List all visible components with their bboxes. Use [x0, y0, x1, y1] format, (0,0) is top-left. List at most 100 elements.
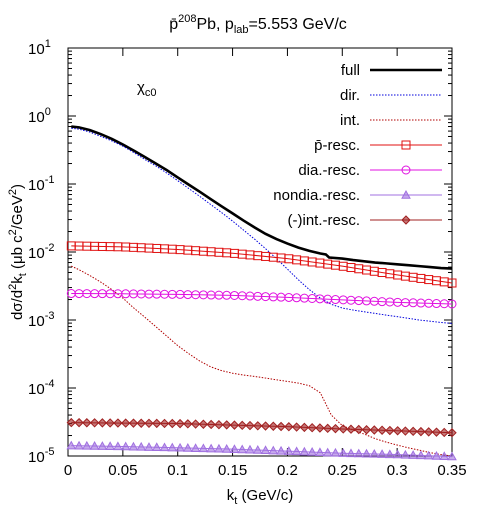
data-point: [392, 426, 403, 436]
series-4: [66, 289, 457, 309]
data-point: [361, 448, 372, 458]
data-point: [237, 420, 247, 431]
data-point: [183, 419, 193, 429]
data-point: [128, 441, 139, 451]
y-tick-label: 100: [28, 106, 51, 126]
annotation-chi: χ: [137, 79, 145, 96]
data-point: [159, 418, 170, 429]
data-point: [182, 443, 193, 452]
data-point: [253, 421, 263, 431]
data-point: [276, 421, 286, 432]
x-tick-label: 0.35: [437, 462, 466, 479]
title-pbar: p̄: [169, 16, 178, 33]
xlabel-k: k: [227, 487, 235, 504]
data-point: [330, 423, 341, 434]
data-point: [361, 425, 372, 435]
data-point: [159, 442, 170, 452]
data-point: [384, 449, 395, 459]
data-point: [377, 425, 387, 435]
legend-label: nondia.-resc.: [273, 187, 360, 204]
data-point: [198, 443, 209, 453]
title-mid: Pb, p: [196, 16, 233, 33]
data-point: [89, 440, 100, 450]
data-point: [423, 427, 434, 437]
data-point: [221, 420, 232, 430]
data-point: [408, 426, 418, 437]
data-point: [105, 441, 115, 450]
data-point: [299, 446, 310, 456]
data-point: [439, 427, 449, 438]
legend-item: dir.: [340, 87, 442, 104]
data-point: [198, 419, 209, 429]
data-point: [291, 446, 302, 456]
data-point: [260, 445, 271, 455]
legend-label: int.: [340, 112, 360, 129]
y-tick-label: 10-2: [28, 242, 54, 262]
y-tick-label: 101: [28, 38, 51, 58]
ylabel-c: (μb c: [9, 235, 26, 273]
data-point: [206, 443, 216, 453]
legend-label: (-)int.-resc.: [288, 212, 361, 229]
x-tick-label: 0.1: [167, 462, 188, 479]
title-sub: lab: [234, 24, 249, 36]
x-tick-label: 0.3: [387, 462, 408, 479]
data-point: [144, 418, 154, 429]
chart-title: p̄208Pb, plab=5.553 GeV/c: [169, 13, 347, 36]
data-point: [416, 426, 426, 437]
ylabel-sup-c: 2: [7, 189, 19, 195]
x-tick-label: 0.25: [328, 462, 357, 479]
y-tick-label: 10-1: [28, 174, 54, 194]
data-point: [354, 424, 364, 435]
title-sup: 208: [178, 13, 196, 25]
ylabel-sub-t: t: [17, 273, 29, 276]
data-point: [369, 425, 380, 435]
data-point: [105, 418, 115, 428]
data-point: [89, 418, 100, 428]
x-tick-label: 0.2: [277, 462, 298, 479]
data-point: [66, 417, 76, 428]
xlabel-sub: t: [234, 495, 237, 507]
data-point: [82, 418, 92, 428]
x-axis-label: kt (GeV/c): [227, 487, 293, 507]
data-point: [190, 443, 201, 452]
data-point: [214, 443, 224, 453]
data-point: [120, 418, 131, 428]
series-line: [71, 245, 453, 284]
series-line: [71, 265, 453, 457]
data-point: [330, 447, 341, 457]
data-point: [136, 418, 146, 428]
data-point: [369, 448, 380, 458]
data-point: [144, 442, 154, 451]
data-point: [400, 449, 411, 459]
data-point: [447, 278, 457, 288]
series-5: [66, 440, 457, 461]
data-point: [447, 428, 457, 438]
x-tick-label: 0.15: [218, 462, 247, 479]
ylabel-sup-a: 2: [7, 284, 19, 290]
legend-item: (-)int.-resc.: [288, 212, 442, 229]
data-point: [167, 418, 178, 429]
legend-label: p̄-resc.: [314, 137, 360, 154]
legend-label: dir.: [340, 87, 360, 104]
y-axis-label: dσ/d2kt (μb c2/GeV2): [7, 184, 29, 320]
data-point: [214, 419, 224, 430]
ylabel-a: dσ/d: [9, 290, 26, 320]
data-point: [284, 422, 294, 432]
y-tick-label: 10-5: [28, 446, 54, 466]
legend-marker: [401, 189, 411, 199]
data-point: [237, 444, 248, 454]
legend-item: dia.-resc.: [298, 162, 442, 179]
data-point: [175, 418, 185, 429]
data-point: [175, 442, 185, 452]
data-point: [385, 425, 395, 436]
series-2: [71, 265, 453, 457]
ylabel-e: ): [9, 184, 26, 189]
data-point: [245, 420, 255, 431]
legend: full dir. int. p̄-resc. dia.-resc. nondia.-re…: [273, 62, 442, 229]
data-point: [291, 422, 302, 432]
data-point: [377, 449, 387, 458]
data-point: [322, 423, 333, 434]
data-point: [346, 424, 356, 434]
series-3: [66, 241, 457, 288]
data-point: [206, 419, 216, 430]
